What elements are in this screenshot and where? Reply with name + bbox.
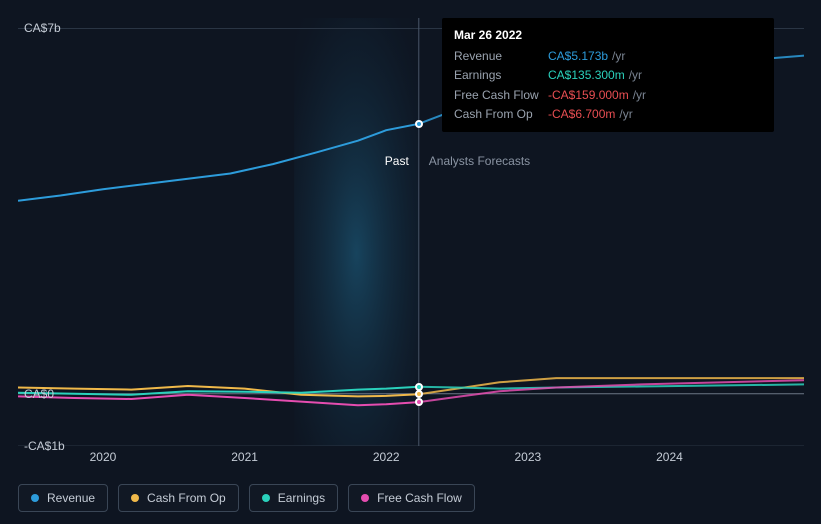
x-tick-label: 2023: [514, 450, 541, 464]
legend-item-revenue[interactable]: Revenue: [18, 484, 108, 512]
tooltip-row-label: Free Cash Flow: [454, 86, 548, 105]
legend-swatch: [262, 494, 270, 502]
chart-legend: Revenue Cash From Op Earnings Free Cash Flo…: [18, 484, 475, 512]
legend-item-earnings[interactable]: Earnings: [249, 484, 338, 512]
x-tick-label: 2022: [373, 450, 400, 464]
tooltip-row-value: -CA$159.000m: [548, 86, 629, 105]
tooltip-row-label: Earnings: [454, 66, 548, 85]
tooltip-row-unit: /yr: [619, 105, 632, 124]
legend-label: Earnings: [278, 491, 325, 505]
tooltip-row-label: Revenue: [454, 47, 548, 66]
tooltip-row-value: CA$135.300m: [548, 66, 625, 85]
series-line-free_cash_flow: [419, 380, 804, 402]
tooltip-row-value: CA$5.173b: [548, 47, 608, 66]
legend-swatch: [361, 494, 369, 502]
tooltip-row: RevenueCA$5.173b/yr: [454, 47, 762, 66]
legend-item-free_cash_flow[interactable]: Free Cash Flow: [348, 484, 475, 512]
hover-marker-cash_from_op: [415, 390, 423, 398]
x-tick-label: 2021: [231, 450, 258, 464]
tooltip-row: EarningsCA$135.300m/yr: [454, 66, 762, 85]
hover-tooltip: Mar 26 2022 RevenueCA$5.173b/yrEarningsC…: [442, 18, 774, 132]
hover-marker-revenue: [415, 120, 423, 128]
tooltip-row-value: -CA$6.700m: [548, 105, 615, 124]
x-tick-label: 2024: [656, 450, 683, 464]
forecast-label: Analysts Forecasts: [429, 154, 530, 168]
tooltip-row-unit: /yr: [612, 47, 625, 66]
legend-swatch: [131, 494, 139, 502]
legend-label: Cash From Op: [147, 491, 226, 505]
x-tick-label: 2020: [90, 450, 117, 464]
tooltip-row-unit: /yr: [633, 86, 646, 105]
y-tick-label: -CA$1b: [24, 439, 65, 453]
legend-item-cash_from_op[interactable]: Cash From Op: [118, 484, 239, 512]
tooltip-date: Mar 26 2022: [454, 26, 762, 45]
tooltip-row: Free Cash Flow-CA$159.000m/yr: [454, 86, 762, 105]
tooltip-row-unit: /yr: [629, 66, 642, 85]
tooltip-row: Cash From Op-CA$6.700m/yr: [454, 105, 762, 124]
past-label: Past: [385, 154, 409, 168]
highlight-band: [294, 18, 419, 446]
tooltip-row-label: Cash From Op: [454, 105, 548, 124]
legend-swatch: [31, 494, 39, 502]
legend-label: Free Cash Flow: [377, 491, 462, 505]
hover-marker-free_cash_flow: [415, 398, 423, 406]
legend-label: Revenue: [47, 491, 95, 505]
y-tick-label: CA$0: [24, 387, 54, 401]
financials-chart: CA$7b CA$0 -CA$1b 2020 2021 2022 2023 2024 Pas…: [0, 0, 821, 524]
y-tick-label: CA$7b: [24, 21, 61, 35]
